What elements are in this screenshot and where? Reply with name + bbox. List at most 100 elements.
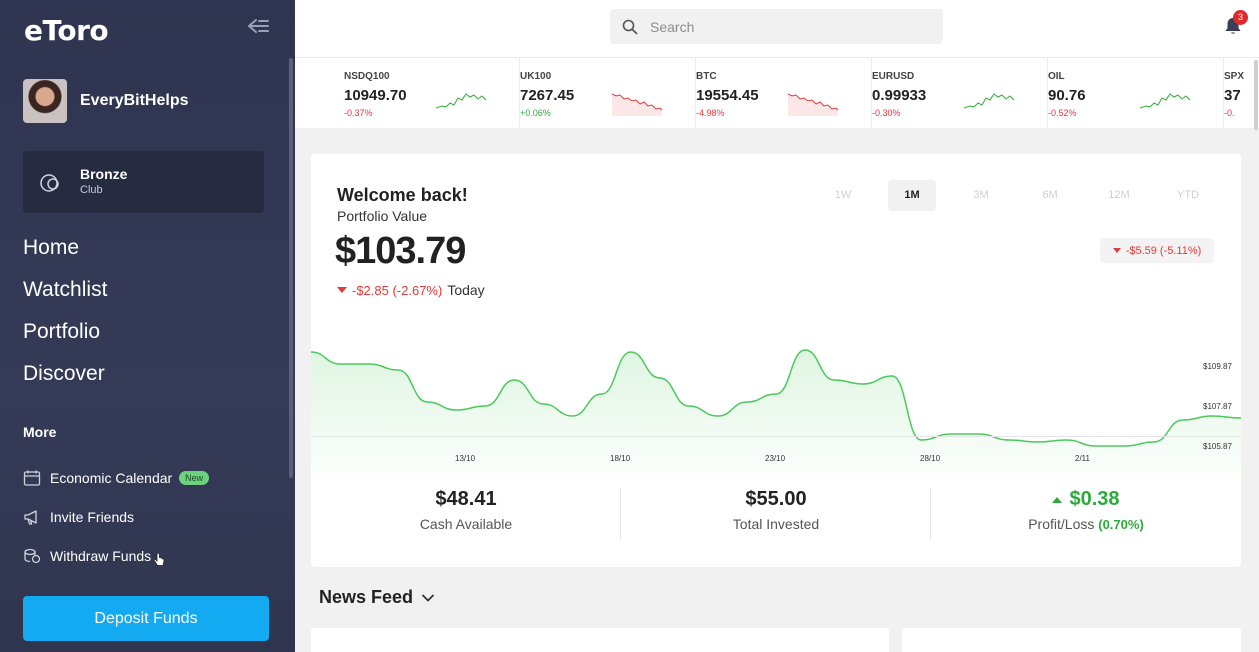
ticker-item-spx[interactable]: SPX 37 -0.: [1224, 58, 1259, 128]
chevron-down-icon: [421, 593, 435, 602]
profit-loss-percent: (0.70%): [1098, 517, 1144, 532]
invite-friends-label: Invite Friends: [50, 508, 135, 525]
range-3m[interactable]: 3M: [973, 189, 989, 201]
withdraw-funds-label: Withdraw Funds: [50, 547, 152, 564]
news-card[interactable]: [902, 628, 1241, 652]
more-section-title: More: [23, 424, 57, 440]
ticker-change: +0.06%: [520, 108, 551, 118]
sparkline-chart: [1140, 93, 1190, 109]
portfolio-card: Welcome back! Portfolio Value $103.79 -$…: [311, 154, 1241, 567]
withdraw-funds-link[interactable]: Withdraw Funds: [23, 536, 283, 575]
sparkline-chart: [436, 93, 486, 109]
collapse-sidebar-icon[interactable]: [246, 16, 270, 36]
nav-home[interactable]: Home: [23, 236, 80, 259]
welcome-heading: Welcome back!: [337, 185, 468, 205]
stat-divider: [620, 488, 621, 540]
sidebar: eToro EveryBitHelps Bronze Club Home Wat…: [0, 0, 295, 652]
ticker-symbol: SPX: [1224, 71, 1245, 82]
y-axis-label: $109.87: [1203, 361, 1232, 371]
ticker-value: 37: [1224, 87, 1241, 104]
y-axis-label: $107.87: [1203, 401, 1232, 411]
ticker-item-oil[interactable]: OIL 90.76 -0.52%: [1048, 58, 1224, 128]
ticker-value: 10949.70: [344, 87, 407, 104]
avatar[interactable]: [23, 79, 67, 123]
nav-watchlist[interactable]: Watchlist: [23, 278, 108, 301]
etoro-logo[interactable]: eToro: [24, 14, 109, 47]
x-axis-label: 18/10: [610, 454, 631, 463]
up-arrow-icon: [1052, 496, 1063, 503]
sidebar-scrollbar[interactable]: [289, 58, 293, 478]
ticker-value: 19554.45: [696, 87, 759, 104]
ticker-item-btc[interactable]: BTC 19554.45 -4.98%: [696, 58, 872, 128]
sparkline-chart: [788, 93, 838, 116]
range-6m[interactable]: 6M: [1042, 189, 1058, 201]
economic-calendar-link[interactable]: Economic Calendar New: [23, 458, 283, 497]
club-subtitle: Club: [80, 184, 103, 196]
market-ticker: NSDQ100 10949.70 -0.37% UK100 7267.45 +0.06% B…: [295, 57, 1259, 128]
profit-loss-value-row: $0.38: [931, 488, 1241, 511]
cash-available-label: Cash Available: [419, 516, 513, 532]
ticker-item-uk100[interactable]: UK100 7267.45 +0.06%: [520, 58, 696, 128]
username: EveryBitHelps: [80, 92, 189, 109]
portfolio-value: $103.79: [335, 230, 466, 272]
news-feed-title: News Feed: [319, 587, 414, 607]
user-profile[interactable]: EveryBitHelps: [23, 79, 189, 123]
search-bar[interactable]: [610, 9, 943, 44]
nav-discover[interactable]: Discover: [23, 362, 105, 385]
profit-loss-value: $0.38: [1069, 488, 1120, 510]
search-icon: [622, 19, 638, 34]
megaphone-icon: [24, 509, 37, 525]
profit-loss-stat: $0.38 Profit/Loss (0.70%): [931, 488, 1241, 532]
page-scrollbar[interactable]: [1254, 60, 1258, 130]
club-title: Bronze: [80, 166, 128, 182]
down-arrow-icon: [337, 287, 347, 293]
range-selector: 1W 1M 3M 6M 12M YTD: [819, 180, 1233, 211]
cash-available-stat: $48.41 Cash Available: [311, 488, 621, 532]
deposit-funds-button[interactable]: Deposit Funds: [23, 596, 269, 641]
ticker-change: -4.98%: [696, 108, 725, 118]
calendar-icon: [23, 470, 41, 486]
new-badge: New: [179, 470, 210, 485]
ticker-change: -0.: [1224, 108, 1235, 118]
club-status[interactable]: Bronze Club: [23, 151, 264, 213]
news-card[interactable]: [311, 628, 889, 652]
x-axis-label: 28/10: [920, 454, 941, 463]
ticker-item-nsdq100[interactable]: NSDQ100 10949.70 -0.37%: [344, 58, 520, 128]
y-axis-label: $105.87: [1203, 441, 1232, 451]
search-input[interactable]: [650, 18, 910, 35]
economic-calendar-label: Economic Calendar: [50, 469, 173, 486]
portfolio-chart[interactable]: [311, 334, 1241, 474]
ticker-value: 0.99933: [872, 87, 927, 104]
chart-x-axis: [311, 436, 1241, 437]
range-1w[interactable]: 1W: [834, 189, 852, 201]
ticker-change: -0.52%: [1048, 108, 1077, 118]
top-header: 3: [295, 0, 1259, 57]
today-label: Today: [447, 282, 485, 298]
profit-loss-label-row: Profit/Loss (0.70%): [931, 516, 1241, 532]
ticker-symbol: BTC: [696, 71, 717, 82]
ticker-value: 90.76: [1048, 87, 1086, 104]
x-axis-label: 2/11: [1075, 454, 1090, 463]
ticker-symbol: EURUSD: [872, 71, 915, 82]
total-invested-stat: $55.00 Total Invested: [621, 488, 931, 532]
sparkline-chart: [612, 93, 662, 116]
range-12m[interactable]: 12M: [1108, 189, 1130, 201]
today-change-value: -$2.85 (-2.67%): [352, 282, 443, 298]
club-badge-icon: [40, 174, 59, 192]
cash-available-value: $48.41: [435, 488, 497, 510]
stat-divider: [930, 488, 931, 540]
news-feed-toggle[interactable]: News Feed: [319, 587, 435, 608]
total-invested-label: Total Invested: [732, 516, 820, 532]
ticker-change: -0.30%: [872, 108, 901, 118]
invite-friends-link[interactable]: Invite Friends: [23, 497, 283, 536]
x-axis-label: 13/10: [455, 454, 476, 463]
ticker-item-eurusd[interactable]: EURUSD 0.99933 -0.30%: [872, 58, 1048, 128]
range-ytd[interactable]: YTD: [1177, 189, 1199, 201]
ticker-symbol: OIL: [1048, 71, 1065, 82]
range-1m[interactable]: 1M: [888, 180, 936, 211]
main-nav: Home Watchlist Portfolio Discover: [23, 232, 107, 400]
pointer-cursor-icon: [153, 552, 165, 566]
nav-portfolio[interactable]: Portfolio: [23, 320, 101, 343]
ticker-symbol: NSDQ100: [344, 71, 390, 82]
total-invested-value: $55.00: [745, 488, 807, 510]
